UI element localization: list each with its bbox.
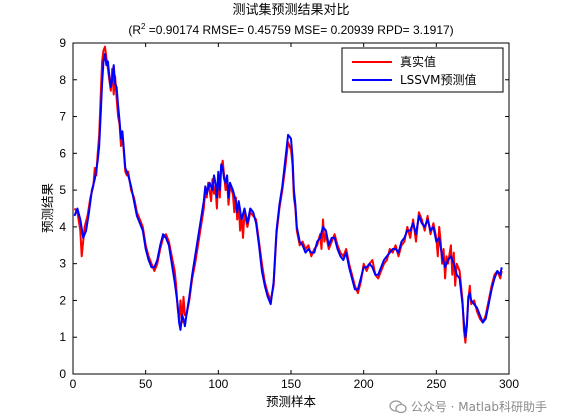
- subtitle-metrics: =0.90174 RMSE= 0.45759 MSE= 0.20939 RPD=…: [145, 23, 453, 37]
- legend-box: [341, 47, 504, 93]
- chart-title: 测试集预测结果对比: [232, 2, 349, 18]
- y-tick-label: 3: [59, 257, 66, 271]
- series-line-predicted: [73, 53, 503, 339]
- y-axis-label: 预测结果: [40, 183, 55, 234]
- x-tick-label: 100: [208, 377, 228, 391]
- tick-layer: 0 50 100 150 200 250 300 0 1 2 3 4 5 6 7 8 9: [59, 36, 519, 391]
- y-tick-label: 8: [59, 73, 66, 87]
- legend-label-predicted: LSSVM预测值: [400, 72, 476, 87]
- series-layer: [73, 45, 503, 344]
- x-tick-label: 150: [281, 377, 301, 391]
- legend: 真实值 LSSVM预测值: [341, 47, 504, 93]
- x-axis-label: 预测样本: [266, 394, 317, 409]
- y-tick-label: 9: [59, 36, 66, 50]
- y-tick-label: 2: [59, 293, 66, 307]
- y-tick-label: 7: [59, 110, 66, 124]
- legend-label-actual: 真实值: [400, 54, 436, 69]
- y-tick-label: 4: [59, 220, 66, 234]
- x-tick-label: 50: [139, 377, 153, 391]
- chart-subtitle: (R2 =0.90174 RMSE= 0.45759 MSE= 0.20939 …: [128, 22, 453, 37]
- y-tick-label: 6: [59, 146, 66, 160]
- x-tick-label: 200: [354, 377, 374, 391]
- y-tick-label: 5: [59, 183, 66, 197]
- subtitle-superscript: 2: [141, 22, 146, 31]
- plot-area: [73, 43, 509, 374]
- watermark-text: 公众号 · Matlab科研助手: [410, 400, 547, 414]
- x-tick-label: 0: [70, 377, 77, 391]
- watermark: 公众号 · Matlab科研助手: [389, 398, 547, 415]
- subtitle-prefix: (R: [128, 23, 141, 37]
- x-tick-label: 250: [426, 377, 446, 391]
- x-tick-label: 300: [499, 377, 519, 391]
- wechat-icon: [389, 399, 407, 413]
- y-tick-label: 1: [59, 330, 66, 344]
- y-tick-label: 0: [59, 367, 66, 381]
